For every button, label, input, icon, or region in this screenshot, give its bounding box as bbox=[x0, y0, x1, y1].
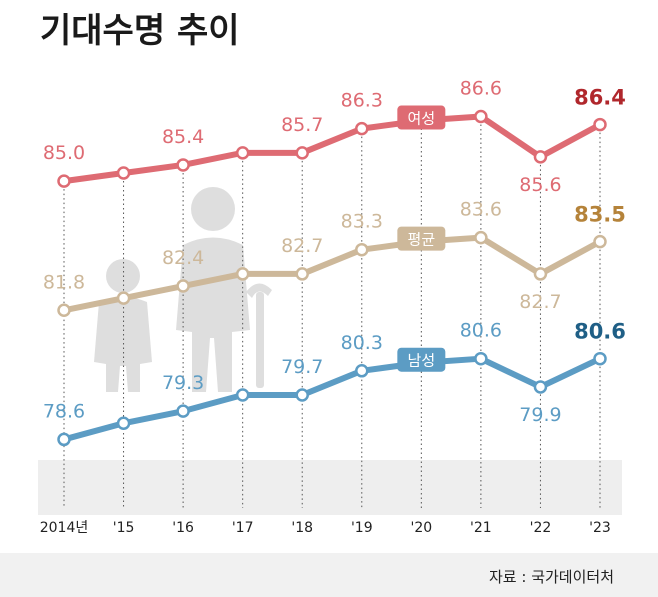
data-label: 83.3 bbox=[341, 211, 383, 233]
series-line-average bbox=[61, 234, 603, 314]
vertical-gridlines bbox=[63, 124, 601, 508]
data-point bbox=[235, 267, 250, 281]
data-point bbox=[295, 146, 309, 160]
x-tick-label: '15 bbox=[113, 520, 135, 536]
series-badge-female bbox=[397, 105, 446, 130]
data-point bbox=[474, 351, 488, 366]
data-label: 80.3 bbox=[341, 332, 383, 354]
data-point bbox=[116, 416, 131, 431]
data-point bbox=[176, 158, 190, 172]
data-label: 81.8 bbox=[43, 271, 85, 293]
data-point bbox=[235, 388, 250, 402]
data-point bbox=[355, 364, 369, 378]
data-point bbox=[533, 150, 548, 164]
x-tick-label: '21 bbox=[470, 520, 492, 536]
series-line-female bbox=[61, 113, 603, 185]
data-point bbox=[474, 230, 488, 245]
chart-title: 기대수명 추이 bbox=[40, 11, 240, 51]
series-name-label: 여성 bbox=[408, 110, 436, 128]
x-tick-label: '20 bbox=[410, 520, 432, 536]
data-point bbox=[474, 109, 488, 124]
series-line-male bbox=[61, 355, 603, 443]
data-point bbox=[176, 279, 190, 293]
source-band bbox=[0, 553, 658, 597]
x-tick-label: '17 bbox=[232, 520, 254, 536]
data-label: 79.3 bbox=[162, 372, 204, 394]
series-name-label: 평균 bbox=[408, 231, 436, 249]
data-label: 86.3 bbox=[341, 90, 383, 112]
data-point bbox=[533, 267, 548, 281]
data-point bbox=[355, 121, 369, 136]
data-point bbox=[116, 291, 131, 305]
data-label: 85.0 bbox=[43, 142, 85, 164]
data-label: 85.6 bbox=[519, 174, 561, 196]
data-point bbox=[116, 166, 131, 180]
data-point bbox=[57, 432, 71, 447]
data-point bbox=[57, 174, 71, 188]
x-tick-label: '16 bbox=[172, 520, 194, 536]
x-tick-label: 2014년 bbox=[40, 520, 89, 536]
data-label: 82.4 bbox=[162, 247, 204, 269]
data-label: 86.6 bbox=[460, 78, 502, 100]
x-tick-label: '19 bbox=[351, 520, 373, 536]
data-label: 82.7 bbox=[519, 291, 561, 313]
x-axis-ticks: 2014년 '15 '16 '17 '18 '19 '20 '21 '22 '23 bbox=[40, 520, 611, 536]
data-label: 83.5 bbox=[574, 203, 626, 227]
data-point bbox=[176, 404, 190, 418]
series-badge-average bbox=[397, 226, 446, 251]
data-point bbox=[593, 234, 607, 249]
data-labels: 85.0 85.4 85.7 86.3 86.6 85.6 86.4 81.8 82.4 82.7… bbox=[43, 78, 626, 426]
source-note: 자료 : 국가데이터처 bbox=[489, 568, 614, 586]
data-point bbox=[235, 146, 250, 160]
series-name-label: 남성 bbox=[408, 352, 436, 370]
data-point bbox=[295, 267, 309, 281]
data-label: 79.7 bbox=[281, 356, 323, 378]
series-badge-male bbox=[397, 347, 446, 372]
data-point bbox=[593, 117, 607, 132]
data-label: 82.7 bbox=[281, 235, 323, 257]
data-point bbox=[593, 351, 607, 366]
data-label: 85.4 bbox=[162, 126, 204, 148]
data-point bbox=[355, 242, 369, 257]
data-label: 85.7 bbox=[281, 114, 323, 136]
data-label: 79.9 bbox=[519, 404, 561, 426]
floor-band bbox=[38, 460, 622, 515]
data-label: 80.6 bbox=[460, 320, 502, 342]
data-point bbox=[533, 380, 548, 394]
data-point bbox=[57, 303, 71, 318]
data-point bbox=[295, 388, 309, 402]
x-tick-label: '18 bbox=[291, 520, 313, 536]
x-tick-label: '23 bbox=[589, 520, 611, 536]
data-label: 78.6 bbox=[43, 400, 85, 422]
data-label: 80.6 bbox=[574, 320, 626, 344]
series-markers bbox=[57, 109, 607, 447]
x-tick-label: '22 bbox=[530, 520, 552, 536]
data-label: 86.4 bbox=[574, 86, 626, 110]
series-lines bbox=[61, 113, 603, 443]
data-label: 83.6 bbox=[460, 199, 502, 221]
